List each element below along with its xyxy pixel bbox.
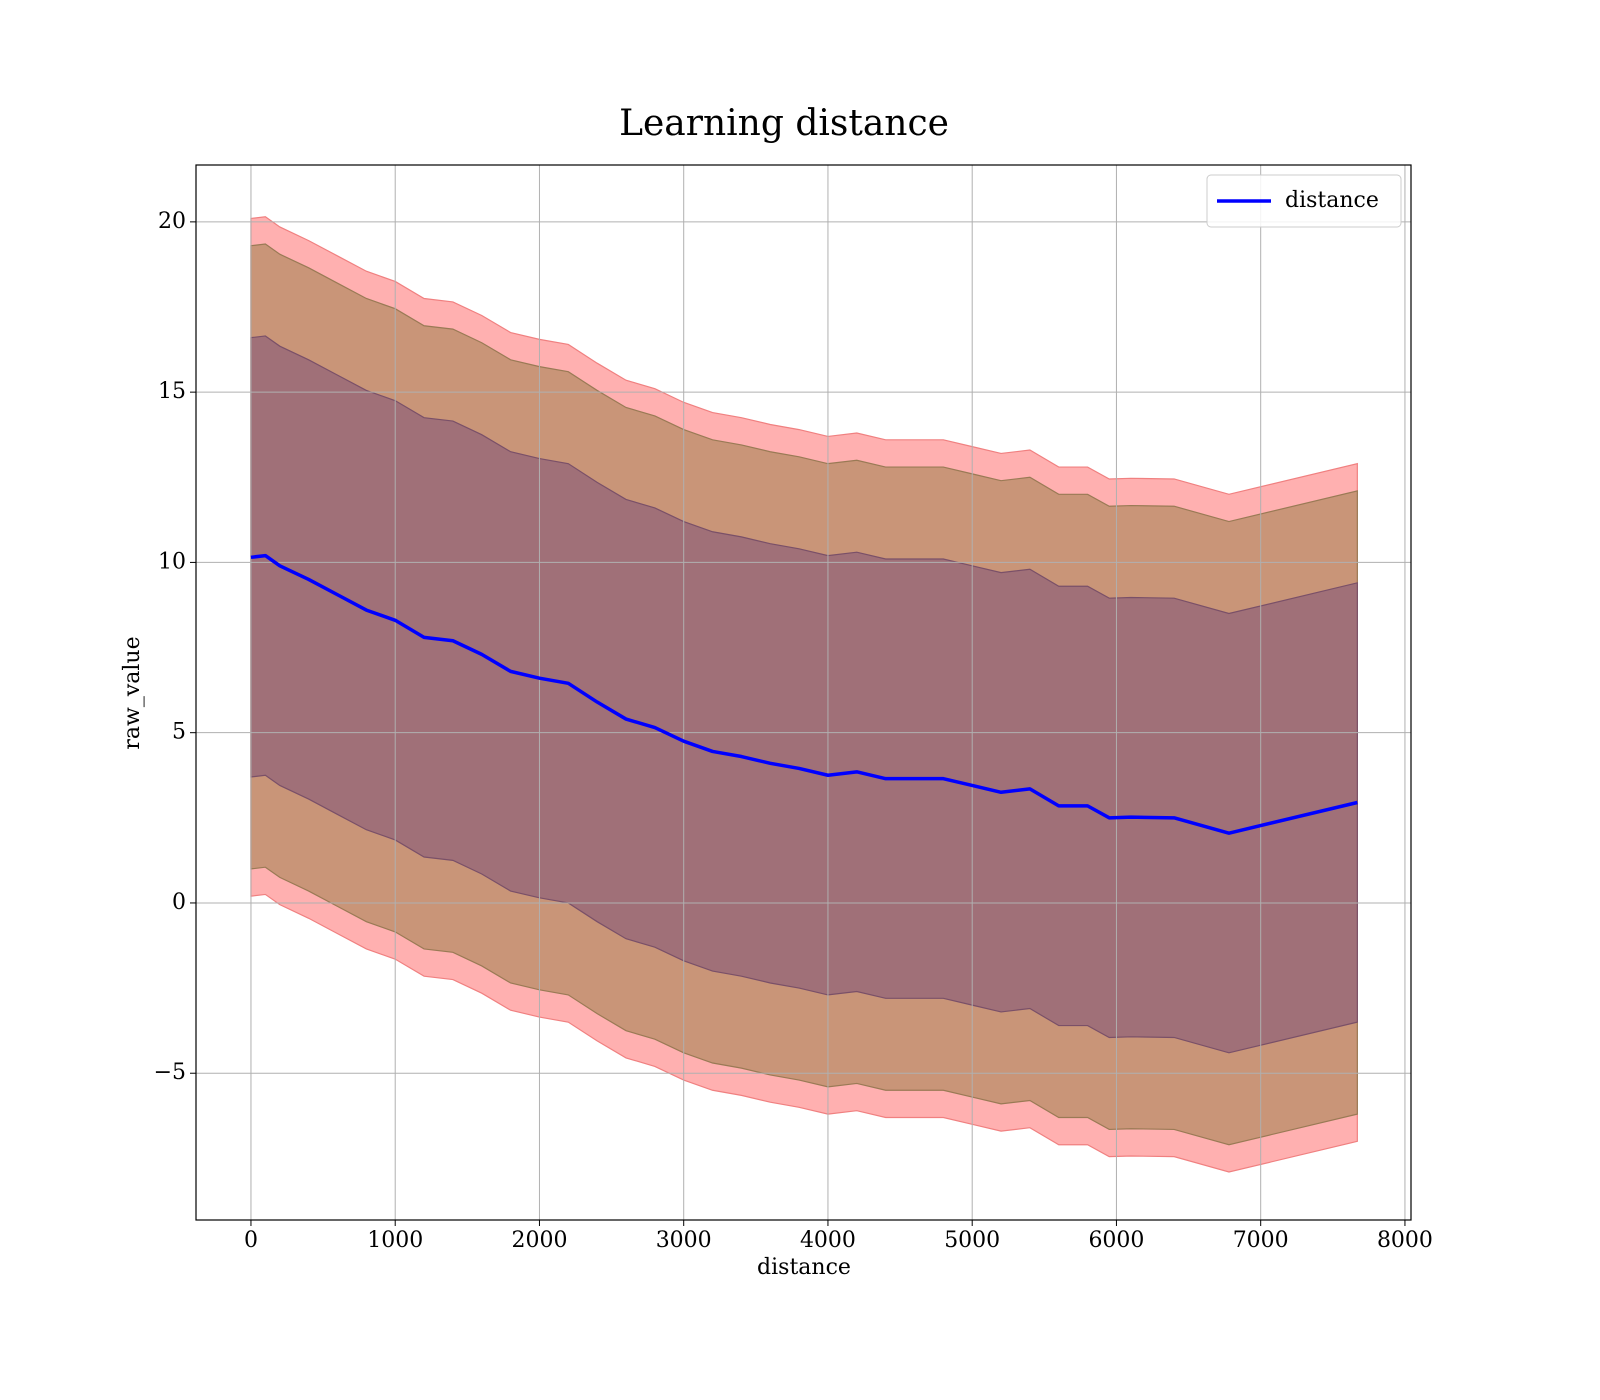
y-axis-label: raw_value <box>120 636 145 749</box>
legend-label: distance <box>1285 188 1379 213</box>
x-tick-label: 1000 <box>367 1228 423 1253</box>
x-tick-label: 5000 <box>944 1228 1000 1253</box>
chart-title: Learning distance <box>619 103 949 144</box>
y-tick-label: 0 <box>172 890 186 915</box>
x-axis-label: distance <box>757 1255 851 1280</box>
line <box>250 553 1358 835</box>
legend-box <box>1206 174 1402 228</box>
x-tick-label: 7000 <box>1233 1228 1289 1253</box>
y-tick-label: −5 <box>154 1060 186 1085</box>
y-tick-label: 15 <box>158 379 186 404</box>
plot-frame <box>195 164 1412 1221</box>
y-tick-label: 20 <box>158 209 186 234</box>
x-tick-label: 6000 <box>1088 1228 1144 1253</box>
x-tick-label: 3000 <box>656 1228 712 1253</box>
y-tick-label: 5 <box>172 720 186 745</box>
x-tick-label: 8000 <box>1377 1228 1433 1253</box>
y-tick-label: 10 <box>158 549 186 574</box>
x-tick-label: 2000 <box>511 1228 567 1253</box>
x-tick-label: 0 <box>244 1228 258 1253</box>
x-tick-label: 4000 <box>800 1228 856 1253</box>
